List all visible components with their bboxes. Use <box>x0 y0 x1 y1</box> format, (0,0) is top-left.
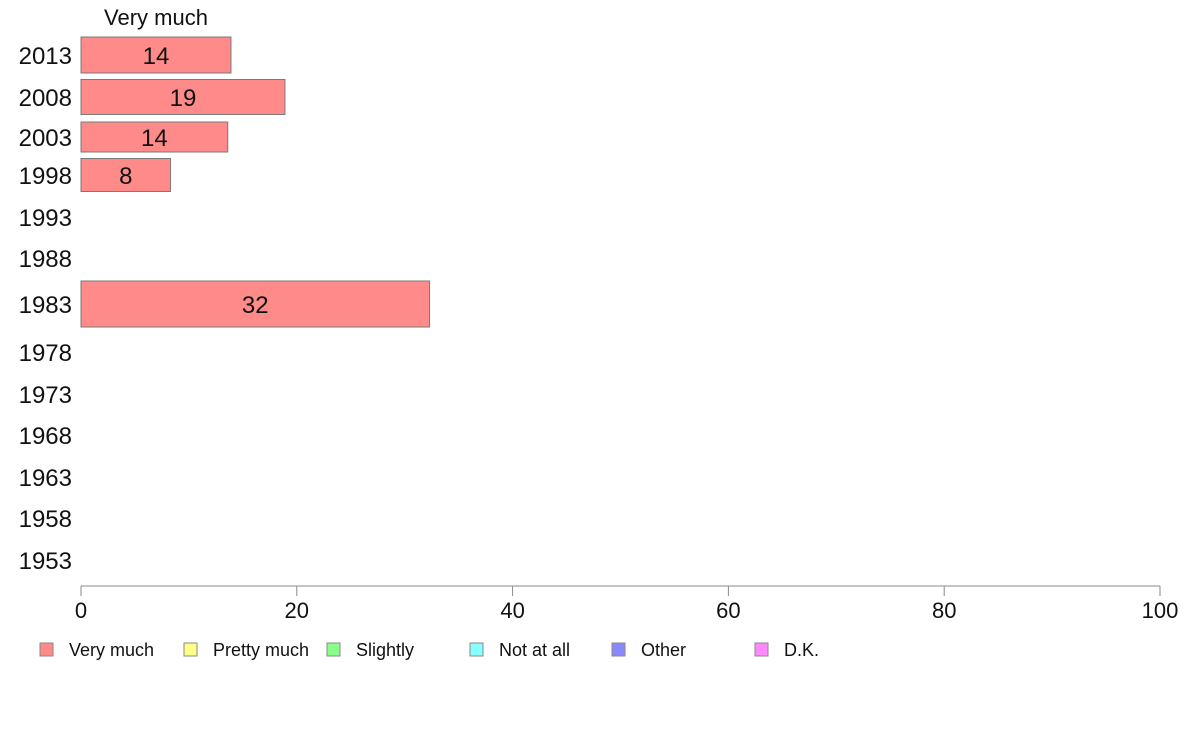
year-label-1963: 1963 <box>19 465 72 492</box>
x-tick-label-100: 100 <box>1142 598 1179 623</box>
year-label-1958: 1958 <box>19 506 72 533</box>
bar-1983-very-much <box>80 280 431 328</box>
bar-value-1983: 32 <box>242 292 269 319</box>
x-axis: 0 20 40 60 80 100 <box>75 585 1179 623</box>
year-label-1983: 1983 <box>19 292 72 319</box>
legend-label-slightly: Slightly <box>356 640 414 660</box>
legend-label-not-at-all: Not at all <box>499 640 570 660</box>
year-label-1973: 1973 <box>19 382 72 409</box>
legend-swatch-very-much <box>39 642 54 657</box>
bar-value-2013: 14 <box>143 43 170 70</box>
year-labels: 2013 2008 2003 1998 1993 1988 1983 1978 1973 1968… <box>19 43 72 575</box>
bar-value-1998: 8 <box>119 163 132 190</box>
x-tick-label-40: 40 <box>500 598 524 623</box>
x-tick-label-20: 20 <box>285 598 309 623</box>
legend-label-pretty-much: Pretty much <box>213 640 309 660</box>
x-tick-label-0: 0 <box>75 598 87 623</box>
bar-2003-very-much <box>80 121 229 153</box>
year-label-1988: 1988 <box>19 246 72 273</box>
legend-label-very-much: Very much <box>69 640 154 660</box>
category-header: Very much <box>104 5 208 30</box>
year-label-1953: 1953 <box>19 548 72 575</box>
year-label-1968: 1968 <box>19 423 72 450</box>
year-label-1998: 1998 <box>19 163 72 190</box>
year-label-2008: 2008 <box>19 85 72 112</box>
legend-swatch-d-k <box>754 642 769 657</box>
legend-label-other: Other <box>641 640 686 660</box>
year-label-2003: 2003 <box>19 125 72 152</box>
bar-2013-very-much <box>80 36 232 74</box>
legend-swatch-other <box>611 642 626 657</box>
year-label-1993: 1993 <box>19 205 72 232</box>
year-label-2013: 2013 <box>19 43 72 70</box>
legend-swatch-slightly <box>326 642 341 657</box>
legend-swatch-pretty-much <box>183 642 198 657</box>
bar-value-2008: 19 <box>170 85 197 112</box>
bar-1998-very-much <box>80 158 172 192</box>
legend: Very much Pretty much Slightly Not at all Ot… <box>39 640 819 660</box>
year-label-1978: 1978 <box>19 340 72 367</box>
legend-label-d-k: D.K. <box>784 640 819 660</box>
bar-2008-very-much <box>80 79 286 115</box>
bar-value-2003: 14 <box>141 125 168 152</box>
x-tick-label-80: 80 <box>932 598 956 623</box>
legend-swatch-not-at-all <box>469 642 484 657</box>
x-tick-label-60: 60 <box>716 598 740 623</box>
